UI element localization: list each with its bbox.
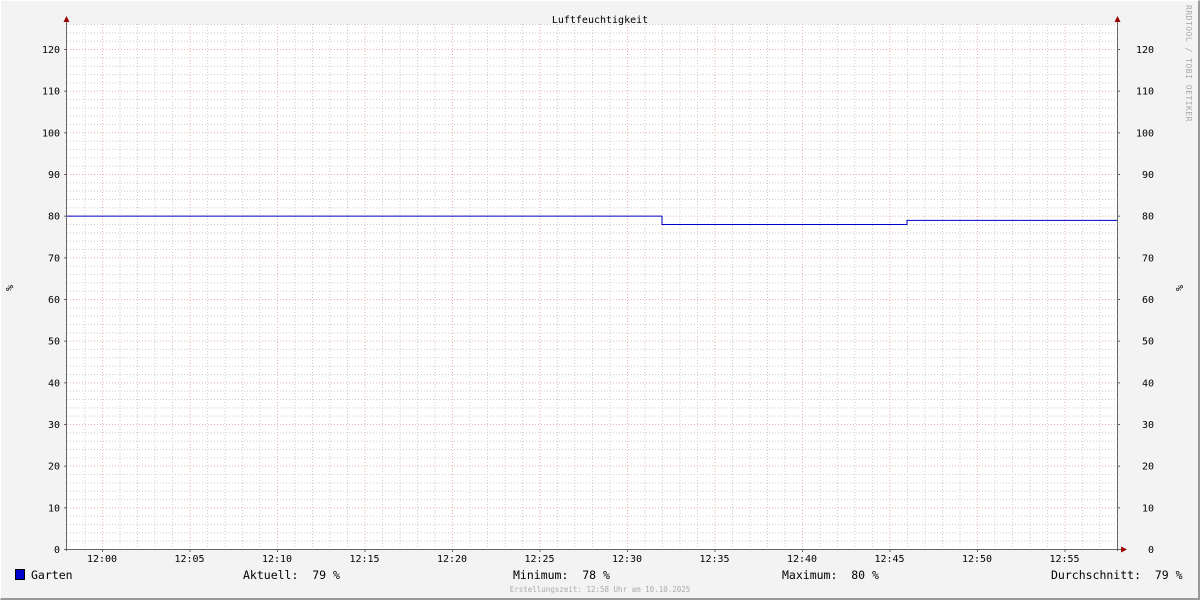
x-tick-label: 12:20: [437, 554, 467, 565]
y-tick-label-right: 10: [1142, 503, 1154, 514]
y-tick-label: 40: [48, 378, 60, 389]
y-tick-label-right: 60: [1142, 295, 1154, 306]
x-tick-label: 12:35: [699, 554, 729, 565]
y-tick-label-right: 40: [1142, 378, 1154, 389]
x-tick-label: 12:15: [349, 554, 379, 565]
y-tick-label: 70: [48, 253, 60, 264]
legend-current: Aktuell: 79 %: [243, 568, 340, 582]
y-tick-label: 20: [48, 462, 60, 473]
y-tick-label: 90: [48, 170, 60, 181]
x-tick-label: 12:05: [174, 554, 204, 565]
x-tick-label: 12:10: [262, 554, 292, 565]
y-tick-label-right: 50: [1142, 337, 1154, 348]
footer-timestamp: Erstellungszeit: 12:58 Uhr am 10.10.2025: [509, 585, 691, 594]
x-axis-arrow-icon: [1121, 546, 1127, 553]
y-tick-label: 110: [42, 87, 60, 98]
y-axis-arrow-icon: [63, 16, 70, 22]
y-axis-right-arrow-icon: [1114, 16, 1121, 22]
y-tick-label: 10: [48, 503, 60, 514]
y-tick-label-right: 30: [1142, 420, 1154, 431]
y-tick-label-right: 20: [1142, 462, 1154, 473]
y-tick-label-right: 110: [1136, 87, 1154, 98]
y-tick-label: 50: [48, 337, 60, 348]
chart-title: Luftfeuchtigkeit: [552, 15, 648, 26]
y-tick-label: 60: [48, 295, 60, 306]
legend-minimum: Minimum: 78 %: [513, 568, 610, 582]
legend-series: Garten: [15, 568, 73, 582]
watermark: RRDTOOL / TOBI OETIKER: [1184, 5, 1193, 122]
y-tick-label: 30: [48, 420, 60, 431]
x-tick-label: 12:45: [874, 554, 904, 565]
y-tick-label-right: 70: [1142, 253, 1154, 264]
y-tick-label-right: 120: [1136, 45, 1154, 56]
x-tick-label: 12:40: [787, 554, 817, 565]
y-tick-label-right: 90: [1142, 170, 1154, 181]
y-tick-label: 80: [48, 212, 60, 223]
y-tick-label-right: 0: [1148, 545, 1154, 556]
x-tick-label: 12:25: [524, 554, 554, 565]
series-line-garten: [67, 215, 1117, 225]
x-tick-label: 12:30: [612, 554, 642, 565]
y-tick-label-right: 80: [1142, 212, 1154, 223]
legend-average: Durchschnitt: 79 %: [1051, 568, 1183, 582]
y-tick-label: 0: [54, 545, 60, 556]
x-tick-label: 12:50: [962, 554, 992, 565]
y-tick-label: 100: [42, 128, 60, 139]
x-tick-label: 12:55: [1049, 554, 1079, 565]
legend-maximum: Maximum: 80 %: [782, 568, 879, 582]
y-axis-label: %: [5, 285, 16, 291]
legend-swatch: [15, 569, 25, 580]
y-tick-label: 120: [42, 45, 60, 56]
y-tick-label-right: 100: [1136, 128, 1154, 139]
legend-series-name: Garten: [31, 568, 73, 582]
x-tick-label: 12:00: [87, 554, 117, 565]
y-axis-label-right: %: [1175, 285, 1186, 291]
